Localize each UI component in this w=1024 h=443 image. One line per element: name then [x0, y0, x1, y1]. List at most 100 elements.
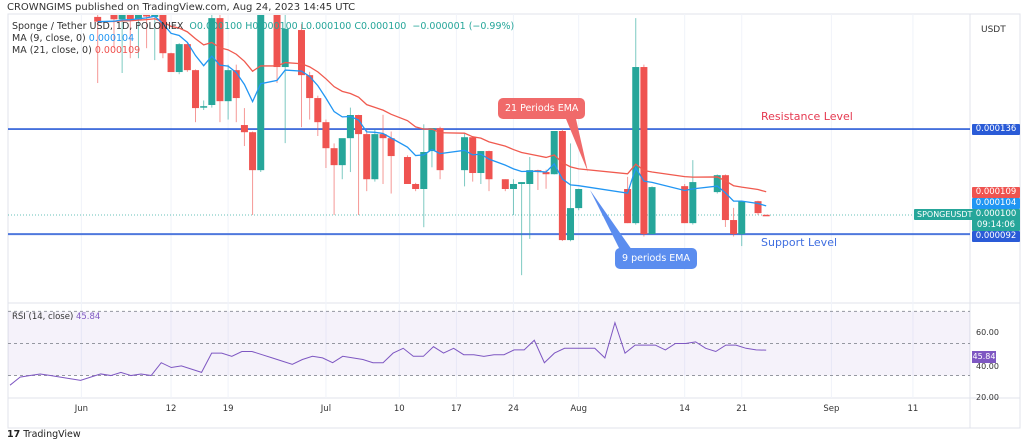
candle-body [567, 208, 575, 241]
support-price-label: 0.000092 [972, 231, 1020, 242]
candle-up [208, 15, 216, 108]
candle-up [738, 200, 746, 247]
candle-down [143, 15, 151, 49]
rsi-label: RSI (14, close) [12, 312, 74, 322]
candle-up [134, 15, 142, 59]
candle-body [648, 187, 656, 235]
candle-up [550, 131, 558, 175]
candle-down [534, 169, 542, 190]
candle-body [689, 182, 697, 224]
ma9-value: 0.000104 [88, 33, 135, 44]
candle-up [632, 18, 640, 225]
candle-body [183, 44, 191, 71]
time-tick: 12 [165, 404, 177, 414]
candle-up [689, 160, 697, 225]
candle-body [681, 186, 689, 224]
candle-body [721, 175, 729, 221]
tradingview-footer[interactable]: 𝟭𝟳 TradingView [7, 429, 81, 440]
candle-body [542, 172, 550, 175]
candle-down [240, 108, 248, 147]
candle-down [730, 207, 738, 237]
candle-body [134, 15, 142, 20]
candle-body [428, 128, 436, 152]
candle-body [632, 67, 640, 224]
legend-ohlc: O0.000100 H0.000100 L0.000100 C0.000100 [189, 21, 407, 32]
candle-body [159, 15, 167, 54]
candle-body [143, 15, 151, 17]
candle-body [257, 15, 265, 171]
candle-body [322, 122, 330, 149]
candle-body [558, 131, 566, 241]
time-tick: 14 [679, 404, 691, 414]
candle-up [575, 188, 583, 211]
candle-body [297, 30, 305, 76]
ema-lines [97, 15, 767, 207]
candle-up [420, 124, 428, 228]
candle-down [297, 24, 305, 128]
ema9-line [97, 15, 767, 207]
candle-body [624, 189, 632, 224]
legend-ma9[interactable]: MA (9, close, 0) 0.000104 [12, 33, 134, 44]
candle-body [216, 18, 224, 102]
ema21-callout: 21 Periods EMA [498, 98, 586, 119]
candle-down [501, 179, 509, 192]
rsi-value: 45.84 [75, 312, 101, 322]
candle-up [338, 138, 346, 180]
candle-up [526, 157, 534, 239]
candle-down [387, 131, 395, 194]
candle-body [379, 134, 387, 139]
candle-body [387, 138, 395, 157]
candle-down [355, 114, 363, 216]
legend-rsi[interactable]: RSI (14, close) 45.84 [12, 312, 100, 322]
candle-body [192, 70, 200, 109]
candle-up [518, 182, 526, 276]
ma21-label: MA (21, close, 0) [12, 45, 92, 56]
candle-up [281, 15, 289, 144]
legend-ma21[interactable]: MA (21, close, 0) 0.000109 [12, 45, 140, 56]
candle-body [94, 16, 102, 22]
ema9-price-label: 0.000104 [972, 198, 1020, 209]
candle-down [640, 64, 648, 237]
candle-body [200, 106, 208, 108]
rsi-tick-60: 60.00 [976, 328, 999, 337]
candle-up [461, 133, 469, 187]
candle-down [167, 52, 175, 73]
candle-down [110, 15, 118, 48]
candle-up [224, 64, 232, 120]
candle-up [371, 129, 379, 182]
legend-symbol[interactable]: Sponge / Tether USD, 1D, POLONIEX [12, 21, 184, 32]
candle-down [232, 64, 240, 123]
candle-up [567, 143, 575, 242]
candle-body [412, 183, 420, 190]
candle-down [721, 174, 729, 227]
candle-body [273, 15, 281, 68]
rsi-pane [8, 310, 970, 386]
ema21-line [97, 18, 767, 193]
support-label: Support Level [761, 236, 838, 249]
candle-down [273, 15, 281, 84]
candle-down [762, 214, 770, 217]
candle-down [216, 15, 224, 123]
candle-body [240, 125, 248, 133]
time-tick: 11 [907, 404, 919, 414]
candle-body [118, 15, 126, 20]
candle-body [281, 28, 289, 68]
candle-body [461, 137, 469, 171]
candle-up [175, 43, 183, 75]
candle-body [640, 67, 648, 235]
candle-down [403, 155, 411, 184]
levels [8, 128, 970, 236]
last-price: 0.000100 [975, 209, 1017, 219]
legend-change: −0.000001 (−0.99%) [412, 21, 515, 32]
currency-label[interactable]: USDT [981, 25, 1006, 35]
candle-body [501, 179, 509, 190]
candle-body [509, 183, 517, 190]
candle-down [306, 71, 314, 120]
candle-up [509, 179, 517, 216]
candle-down [542, 169, 550, 189]
candle-down [412, 182, 420, 192]
candle-down [126, 15, 134, 59]
candle-down [330, 143, 338, 216]
ema21-price-label: 0.000109 [972, 187, 1020, 198]
